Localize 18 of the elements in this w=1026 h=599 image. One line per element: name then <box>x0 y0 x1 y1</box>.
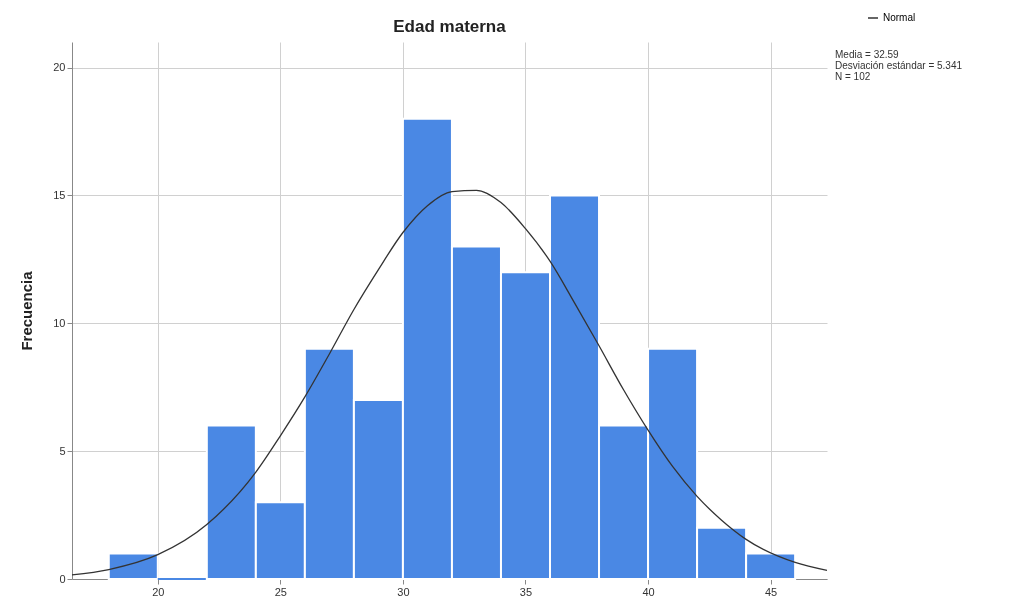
x-tick-label: 25 <box>274 585 287 598</box>
y-tick-label: 0 <box>59 572 66 585</box>
x-tick-label: 45 <box>765 585 778 598</box>
y-axis-title: Frecuencia <box>18 270 36 351</box>
legend-label: Normal <box>883 12 916 23</box>
y-tick-label: 10 <box>53 316 66 329</box>
x-tick-label: 40 <box>642 585 655 598</box>
text: N = 102 <box>835 71 871 82</box>
y-tick-label: 15 <box>53 188 66 201</box>
x-tick-label: 30 <box>397 585 410 598</box>
line-series <box>71 189 828 576</box>
y-tick-label: 20 <box>53 61 66 74</box>
text: Desviación estándar = 5.341 <box>835 60 963 71</box>
chart-title: Edad materna <box>393 17 507 36</box>
x-tick-label: 20 <box>152 585 165 598</box>
y-tick-label: 5 <box>59 444 66 457</box>
text: Media = 32.59 <box>835 49 900 60</box>
x-tick-label: 35 <box>519 585 533 598</box>
